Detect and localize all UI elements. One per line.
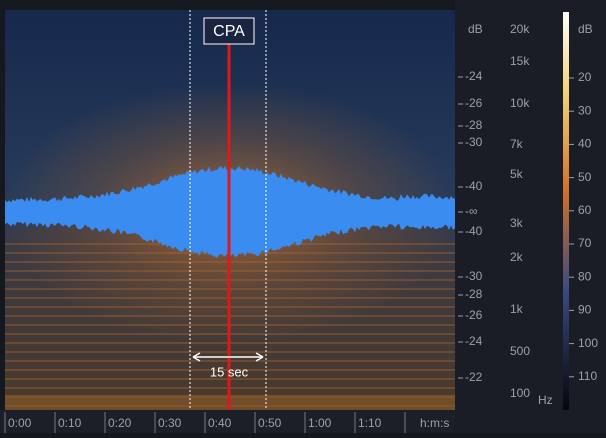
frequency-label: 10k	[510, 96, 530, 110]
arrow-heads	[192, 352, 264, 362]
time-label: 0:10	[58, 416, 82, 430]
waveform-scale-label: -28	[465, 118, 483, 132]
cpa-label: CPA	[213, 23, 245, 40]
waveform-scale-label: -22	[465, 370, 483, 384]
colorbar	[563, 12, 569, 410]
waveform-scale-label: -24	[465, 69, 483, 83]
time-label: 0:40	[208, 416, 232, 430]
frequency-label: 5k	[510, 167, 524, 181]
frequency-label: 2k	[510, 250, 524, 264]
colorbar-label: 110	[578, 369, 597, 383]
cpa-box	[203, 17, 255, 45]
frequency-label: 20k	[510, 22, 530, 36]
waveform-scale-label: -24	[465, 334, 483, 348]
frequency-label: 100	[510, 386, 530, 400]
colorbar-label: 40	[578, 137, 592, 151]
waveform-scale-label: -30	[465, 135, 483, 149]
colorbar-label: 30	[578, 103, 592, 117]
frequency-unit: Hz	[538, 393, 553, 407]
waveform-scale-label: -∞	[465, 204, 478, 218]
waveform-scale-label: -30	[465, 269, 483, 283]
frequency-label: 3k	[510, 216, 524, 230]
time-unit: h:m:s	[420, 416, 449, 430]
frequency-label: 1k	[510, 302, 524, 316]
waveform-scale-label: -28	[465, 287, 483, 301]
colorbar-label: 20	[578, 70, 592, 84]
colorbar-label: 80	[578, 269, 592, 283]
time-label: 1:00	[308, 416, 332, 430]
frequency-label: 15k	[510, 54, 530, 68]
waveform-scale-title: dB	[468, 22, 483, 36]
window-label: 15 sec	[210, 364, 249, 379]
frequency-label: 7k	[510, 137, 524, 151]
waveform-scale-label: -26	[465, 96, 483, 110]
colorbar-label: 100	[578, 336, 598, 350]
frequency-label: 500	[510, 344, 530, 358]
time-label: 1:10	[358, 416, 382, 430]
waveform-scale-label: -40	[465, 224, 483, 238]
time-label: 0:20	[108, 416, 132, 430]
time-label: 0:50	[258, 416, 282, 430]
colorbar-title: dB	[578, 22, 593, 36]
colorbar-label: 70	[578, 236, 592, 250]
time-ruler	[0, 410, 455, 433]
time-label: 0:00	[8, 416, 32, 430]
scale-panel	[455, 0, 606, 433]
colorbar-label: 50	[578, 170, 592, 184]
time-label: 0:30	[158, 416, 182, 430]
colorbar-label: 90	[578, 303, 592, 317]
waveform-scale-label: -40	[465, 179, 483, 193]
waveform-scale-label: -26	[465, 308, 483, 322]
colorbar-label: 60	[578, 203, 592, 217]
